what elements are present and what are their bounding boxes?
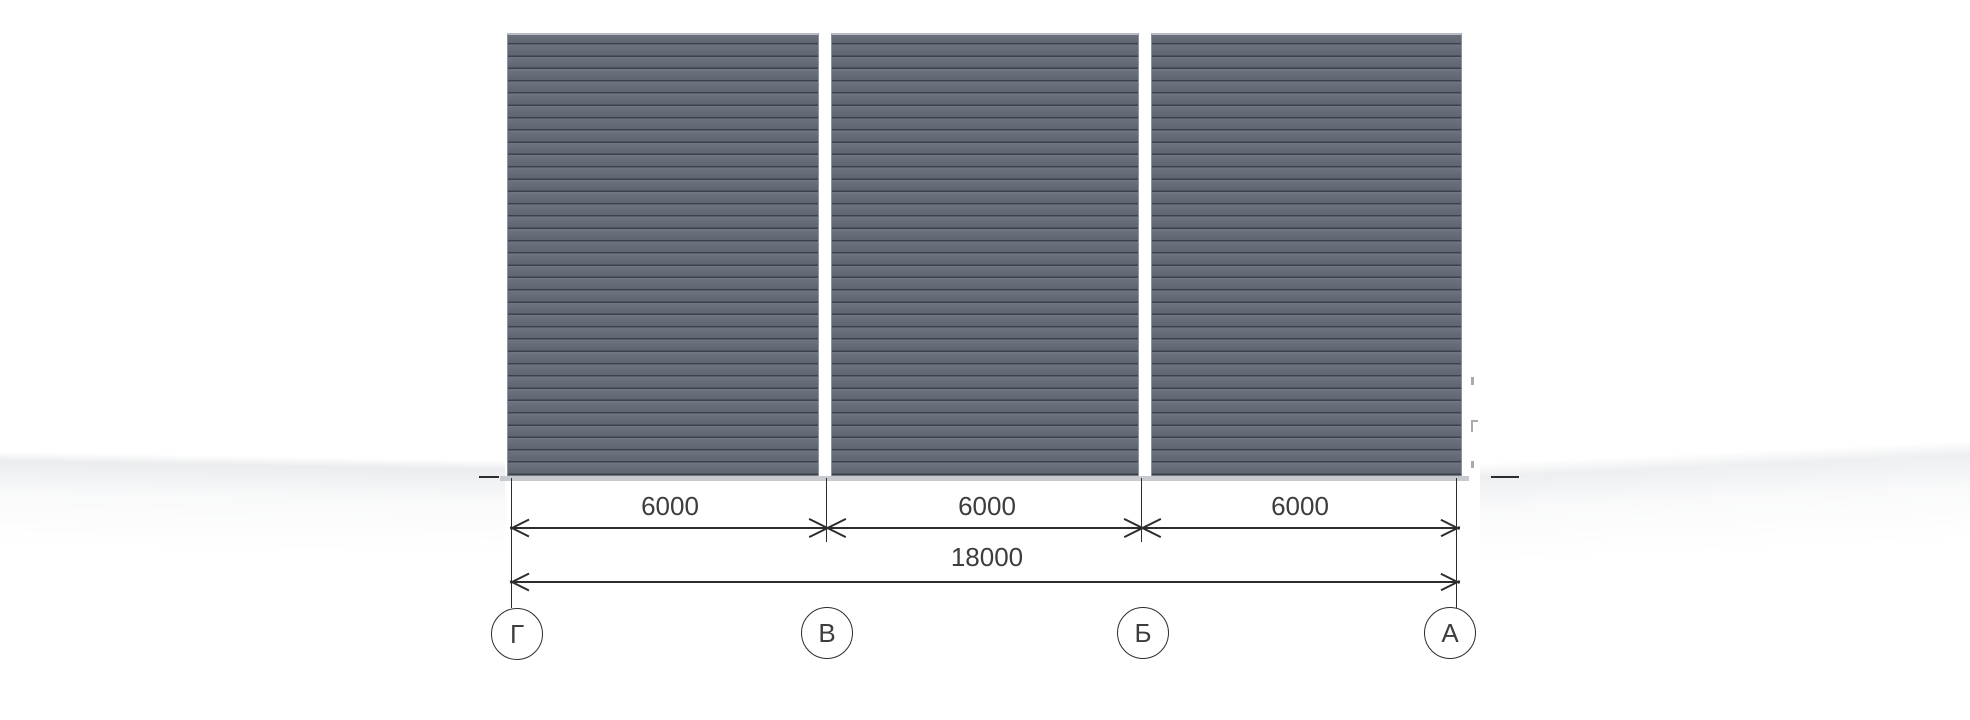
dimension-line-row2[interactable] (511, 581, 1458, 583)
axis-bubble-b[interactable]: Б (1117, 607, 1169, 659)
dim-value-6000-3[interactable]: 6000 (1271, 491, 1329, 521)
axis-label-a: А (1441, 617, 1459, 648)
dim-value-6000-2[interactable]: 6000 (958, 491, 1016, 521)
dim-value-18000[interactable]: 18000 (950, 542, 1024, 572)
ground-dash-right (1491, 476, 1519, 478)
level-mark (1471, 420, 1478, 432)
level-mark (1471, 377, 1474, 385)
wall-panel-1[interactable] (507, 33, 819, 477)
axis-line-b[interactable] (1140, 478, 1143, 542)
dim-value-6000-1[interactable]: 6000 (641, 491, 699, 521)
axis-line-g[interactable] (510, 478, 513, 608)
ground-dash-left (479, 476, 499, 478)
axis-line-a[interactable] (1455, 478, 1458, 608)
wall-panel-2[interactable] (831, 33, 1139, 477)
level-mark (1471, 461, 1474, 468)
dimension-line-row1[interactable] (511, 527, 1458, 529)
axis-label-b: Б (1134, 617, 1152, 648)
axis-bubble-v[interactable]: В (801, 607, 853, 659)
axis-label-g: Г (509, 618, 525, 649)
axis-bubble-g[interactable]: Г (491, 608, 543, 660)
axis-line-v[interactable] (825, 478, 828, 542)
axis-label-v: В (818, 617, 836, 648)
wall-panel-3[interactable] (1151, 33, 1462, 477)
ground-shade-right (1480, 440, 1970, 564)
ground-baseline (500, 476, 1469, 481)
axis-bubble-a[interactable]: А (1424, 607, 1476, 659)
ground-shade-left (0, 451, 505, 556)
